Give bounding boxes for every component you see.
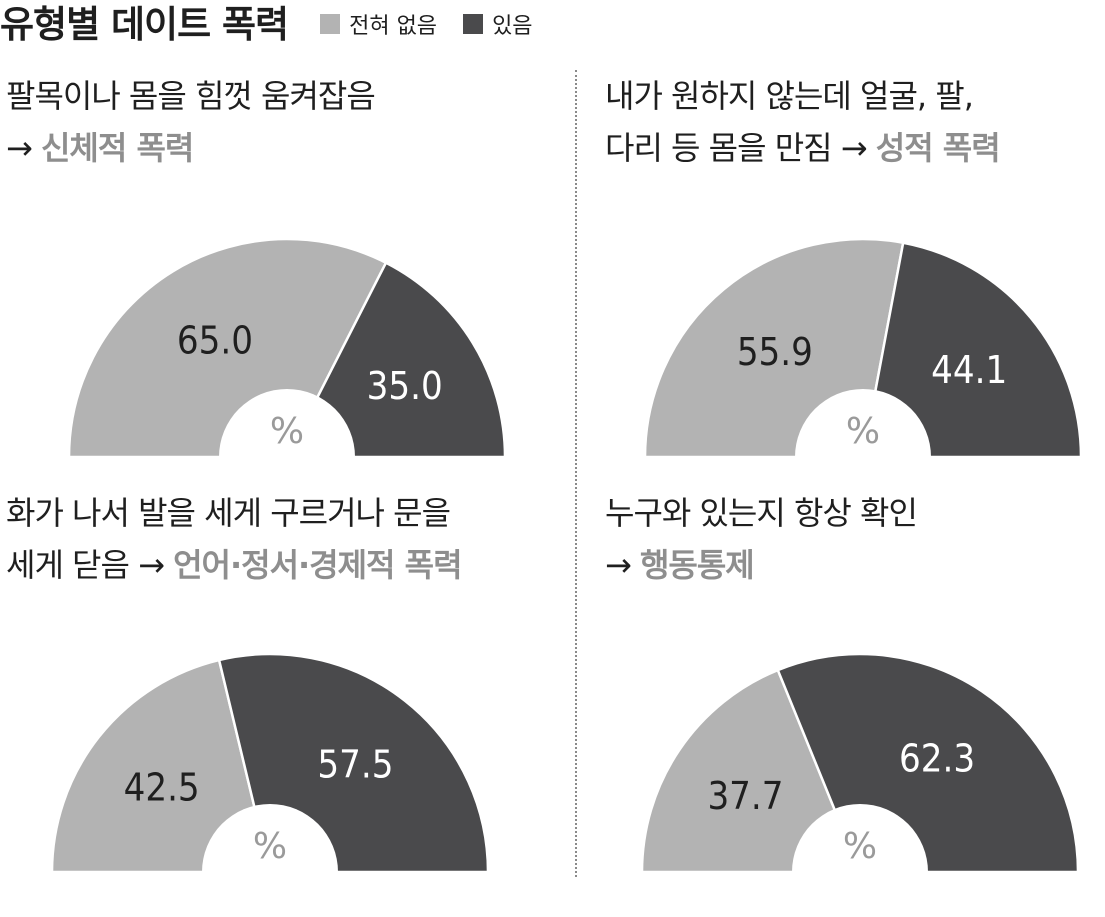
panel-title-text: 누구와 있는지 항상 확인 <box>605 494 918 532</box>
panel-title-line-2: 다리 등 몸을 만짐 → 성적 폭력 <box>605 122 1001 174</box>
panel-physical-violence: 팔목이나 몸을 힘껏 움켜잡음 → 신체적 폭력 65.0 35.0% <box>0 70 550 500</box>
page-title: 유형별 데이트 폭력 <box>0 2 289 46</box>
legend-swatch-yes <box>463 14 484 34</box>
value-label-yes: 44.1 <box>931 348 1007 392</box>
panel-title-text: → <box>6 129 41 167</box>
unit-label: % <box>846 411 880 452</box>
value-label-none: 65.0 <box>177 318 253 362</box>
panel-title-line-1: 내가 원하지 않는데 얼굴, 팔, <box>605 70 1000 122</box>
half-pie-chart: 65.0 35.0% <box>67 237 507 459</box>
value-label-yes: 35.0 <box>367 364 443 408</box>
panel-title-line-1: 팔목이나 몸을 힘껏 움켜잡음 <box>6 70 376 122</box>
center-hole <box>219 389 355 457</box>
panel-title-line-2: → 행동통제 <box>605 539 917 591</box>
panel-title: 누구와 있는지 항상 확인 → 행동통제 <box>605 487 918 591</box>
half-pie-chart: 55.9 44.1% <box>643 237 1083 459</box>
legend: 전혀 없음 있음 <box>320 8 558 40</box>
panel-divider <box>575 70 577 877</box>
value-label-yes: 57.5 <box>317 743 393 787</box>
panel-title-text: 다리 등 몸을 만짐 → <box>605 129 876 167</box>
panel-title-highlight: 성적 폭력 <box>875 129 1001 167</box>
center-hole <box>795 389 931 457</box>
unit-label: % <box>253 826 287 867</box>
center-hole <box>792 804 928 872</box>
panel-title-text: 내가 원하지 않는데 얼굴, 팔, <box>605 77 974 115</box>
panel-title: 팔목이나 몸을 힘껏 움켜잡음 → 신체적 폭력 <box>6 70 376 174</box>
panel-sexual-violence: 내가 원하지 않는데 얼굴, 팔, 다리 등 몸을 만짐 → 성적 폭력 55.… <box>575 70 1105 500</box>
panel-title-highlight: 신체적 폭력 <box>40 129 194 167</box>
panel-title: 내가 원하지 않는데 얼굴, 팔, 다리 등 몸을 만짐 → 성적 폭력 <box>605 70 1001 174</box>
panel-title-text: → <box>605 546 640 584</box>
half-pie-chart: 37.7 62.3% <box>640 652 1080 874</box>
unit-label: % <box>270 411 304 452</box>
panel-behavior-control: 누구와 있는지 항상 확인 → 행동통제 37.7 62.3% <box>575 487 1105 917</box>
slice-yes <box>861 241 1083 459</box>
panel-title-highlight: 언어·정서·경제적 폭력 <box>173 546 462 584</box>
panel-title-line-1: 누구와 있는지 항상 확인 <box>605 487 918 539</box>
panel-title-line-1: 화가 나서 발을 세게 구르거나 문을 <box>6 487 462 539</box>
panel-title-text: 팔목이나 몸을 힘껏 움켜잡음 <box>6 77 376 115</box>
panel-title: 화가 나서 발을 세게 구르거나 문을 세게 닫음 → 언어·정서·경제적 폭력 <box>6 487 463 591</box>
panel-title-text: 화가 나서 발을 세게 구르거나 문을 <box>6 494 451 532</box>
slice-none <box>640 668 862 874</box>
half-pie-chart: 42.5 57.5% <box>50 652 490 874</box>
panel-verbal-emotional-violence: 화가 나서 발을 세게 구르거나 문을 세게 닫음 → 언어·정서·경제적 폭력… <box>0 487 550 917</box>
value-label-none: 37.7 <box>707 774 783 818</box>
panel-title-line-2: → 신체적 폭력 <box>6 122 375 174</box>
value-label-none: 55.9 <box>737 330 813 374</box>
value-label-yes: 62.3 <box>899 736 975 780</box>
legend-swatch-none <box>320 14 341 34</box>
center-hole <box>202 804 338 872</box>
chart-header: 유형별 데이트 폭력 전혀 없음 있음 <box>0 0 559 48</box>
panel-title-highlight: 행동통제 <box>639 546 755 584</box>
legend-item-yes: 있음 <box>463 8 533 40</box>
value-label-none: 42.5 <box>124 766 200 810</box>
slice-yes <box>284 261 507 459</box>
legend-item-none: 전혀 없음 <box>320 8 437 40</box>
legend-label-yes: 있음 <box>492 14 533 39</box>
legend-label-none: 전혀 없음 <box>349 14 438 39</box>
panel-title-text: 세게 닫음 → <box>6 546 174 584</box>
slice-none <box>50 658 272 874</box>
unit-label: % <box>843 826 877 867</box>
panel-title-line-2: 세게 닫음 → 언어·정서·경제적 폭력 <box>6 539 463 591</box>
